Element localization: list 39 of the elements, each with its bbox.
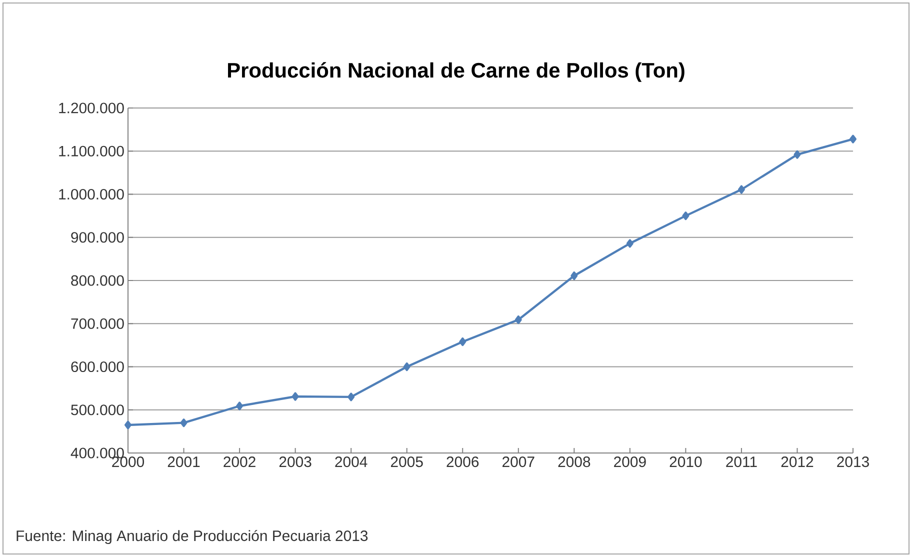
y-tick-label: 1.000.000 (59, 188, 124, 200)
point (570, 271, 578, 280)
x-tick-label: 2010 (670, 456, 702, 468)
y-tick-label: 500.000 (71, 404, 124, 416)
point (626, 239, 634, 248)
y-tick-label: 1.200.000 (59, 102, 124, 114)
chart-title: Producción Nacional de Carne de Pollos (Ton) (228, 62, 684, 82)
y-tick-label: 1.100.000 (59, 146, 124, 156)
x-tick-label: 2011 (726, 456, 757, 468)
y-tick-label: 800.000 (71, 275, 124, 286)
point (794, 150, 801, 159)
point (292, 392, 299, 401)
x-tick-label: 2007 (502, 456, 534, 468)
point (682, 212, 690, 220)
x-tick-label: 2000 (112, 456, 144, 468)
point (403, 362, 410, 372)
x-tick-label: 2006 (446, 456, 479, 468)
y-tick-label: 700.000 (71, 318, 124, 329)
x-tick-label: 2012 (781, 456, 814, 468)
point (738, 185, 745, 194)
x-tick-label: 2013 (837, 456, 869, 468)
source-note: Fuente: Minag Anuario de Producción Pecuaria 2013 (16, 530, 368, 544)
y-tick-label: 900.000 (71, 232, 124, 243)
x-tick-label: 2002 (224, 456, 256, 468)
point (236, 402, 244, 410)
x-tick-label: 2009 (614, 456, 646, 468)
point (850, 134, 856, 144)
x-tick-label: 2001 (168, 456, 200, 468)
x-tick-label: 2004 (335, 456, 368, 468)
x-tick-label: 2008 (558, 456, 590, 468)
y-tick-label: 400.000 (70, 448, 124, 458)
point (348, 392, 355, 402)
x-tick-label: 2003 (279, 456, 312, 468)
point (180, 418, 188, 428)
x-tick-label: 2005 (390, 456, 423, 468)
point (514, 315, 522, 324)
point (459, 337, 466, 346)
point (124, 420, 132, 430)
y-tick-label: 600.000 (71, 361, 124, 372)
